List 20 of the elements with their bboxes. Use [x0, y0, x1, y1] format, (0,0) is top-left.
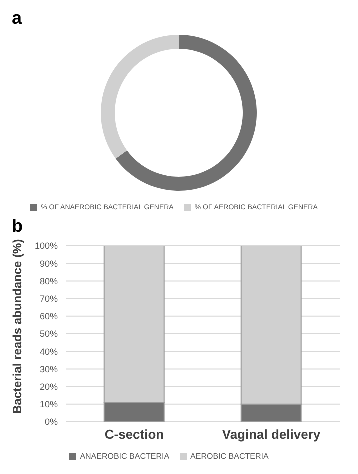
y-tick-label: 80%	[40, 276, 58, 286]
y-tick-label: 50%	[40, 329, 58, 340]
y-tick-label: 40%	[40, 346, 58, 357]
y-tick-label: 0%	[44, 417, 58, 428]
y-tick-label: 10%	[40, 400, 58, 410]
donut-slice	[101, 35, 179, 159]
y-tick-label: 90%	[40, 258, 58, 269]
y-tick-label: 100%	[34, 241, 58, 252]
donut-slice	[116, 35, 257, 191]
y-axis-title: Bacterial reads abundance (%)	[10, 239, 24, 414]
x-tick-label: C-section	[104, 427, 164, 442]
chart-title: a	[11, 8, 24, 28]
legend-label: AEROBIC BACTERIA	[190, 452, 269, 461]
y-tick-label: 70%	[40, 294, 58, 304]
x-tick-label: Vaginal delivery	[222, 427, 322, 442]
y-tick-label: 30%	[40, 364, 58, 374]
y-tick-label: 20%	[40, 382, 58, 392]
y-tick-label: 60%	[40, 312, 58, 322]
chart-title: b	[11, 216, 24, 236]
legend-label: ANAEROBIC BACTERIA	[80, 452, 170, 461]
